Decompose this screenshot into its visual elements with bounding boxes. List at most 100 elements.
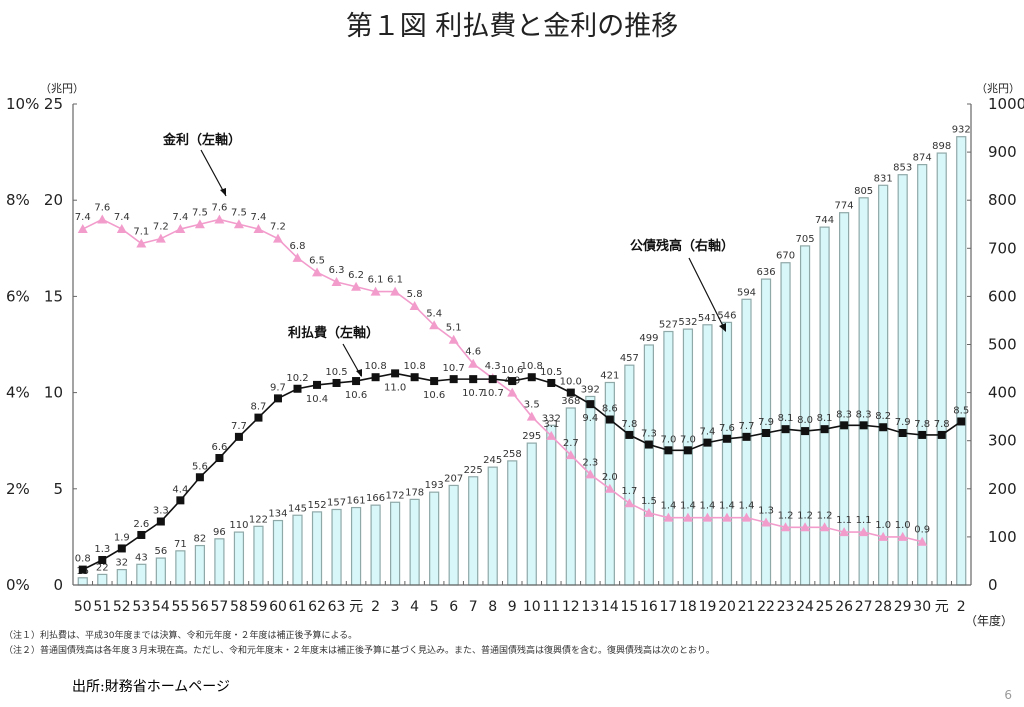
bar-value-label: 245 <box>483 455 502 466</box>
x-tick-label: 9 <box>508 599 517 615</box>
triangle-marker <box>858 527 869 537</box>
triangle-marker <box>136 238 147 248</box>
bar <box>956 136 967 586</box>
interest-rate-label: 7.1 <box>133 226 149 237</box>
triangle-marker <box>370 286 381 296</box>
bar <box>233 531 245 586</box>
square-marker <box>352 377 361 386</box>
interest-payments-label: 8.5 <box>953 405 969 416</box>
line-series-interest-rate: 7.47.67.47.1 7.27.4 7.5 7.6 7.5 7.47.26.86.56… <box>75 202 930 546</box>
square-marker <box>488 375 497 384</box>
bar-value-label: 546 <box>717 310 736 321</box>
bar-value-label: 56 <box>154 546 167 557</box>
interest-rate-label: 6.8 <box>290 241 306 252</box>
interest-rate-label: 1.4 <box>739 501 755 512</box>
annotation-bond-balance: 公債残高（右軸） <box>630 238 734 254</box>
interest-payments-label: 7.6 <box>719 423 735 434</box>
interest-rate-label: 7.2 <box>270 222 286 233</box>
interest-payments-label: 10.6 <box>345 390 367 401</box>
interest-payments-label: 8.3 <box>856 409 872 420</box>
interest-payments-label: 7.3 <box>641 429 657 440</box>
bar <box>331 508 342 586</box>
interest-payments-label: 5.6 <box>192 461 208 472</box>
interest-payments-label: 10.2 <box>286 373 308 384</box>
bar-value-label: 831 <box>874 173 893 184</box>
square-marker <box>605 415 614 424</box>
left-pct-tick-label: 4% <box>6 384 30 402</box>
bar-value-label: 774 <box>835 201 854 212</box>
interest-payments-label: 2.6 <box>133 519 149 530</box>
bar-value-label: 532 <box>678 317 697 328</box>
square-marker <box>918 430 927 439</box>
x-tick-label: 10 <box>523 599 541 615</box>
right-tick-label: 700 <box>988 239 1017 257</box>
bar-value-label: 805 <box>854 186 873 197</box>
square-marker <box>664 446 673 455</box>
x-tick-label: 19 <box>699 599 717 615</box>
right-tick-label: 200 <box>988 480 1017 498</box>
interest-payments-label: 7.7 <box>739 421 755 432</box>
interest-payments-label: 9.4 <box>582 413 598 424</box>
interest-payments-label: 8.3 <box>836 409 852 420</box>
interest-rate-label: 1.3 <box>758 505 774 516</box>
square-marker <box>722 434 731 443</box>
square-marker <box>195 473 204 482</box>
bar <box>175 550 186 586</box>
bar-value-label: 594 <box>737 287 756 298</box>
triangle-marker <box>468 358 479 368</box>
x-tick-label: 22 <box>757 599 775 615</box>
triangle-marker <box>643 507 654 517</box>
x-tick-label: 58 <box>230 599 248 615</box>
interest-payments-label: 10.6 <box>423 390 445 401</box>
x-tick-label: 13 <box>581 599 599 615</box>
square-marker <box>391 369 400 378</box>
square-marker <box>176 496 185 505</box>
x-tick-label: 8 <box>488 599 497 615</box>
bar <box>585 395 596 586</box>
interest-payments-label: 11.0 <box>384 382 406 393</box>
x-tick-label: 50 <box>74 599 92 615</box>
interest-payments-label: 8.0 <box>797 415 813 426</box>
interest-rate-label: 1.1 <box>856 515 872 526</box>
bar <box>702 324 713 586</box>
triangle-marker <box>761 517 772 527</box>
bar-value-label: 161 <box>347 496 366 507</box>
x-tick-label: 30 <box>913 599 931 615</box>
interest-rate-label: 4.6 <box>465 347 481 358</box>
bar-value-label: 541 <box>698 313 717 324</box>
x-tick-label: 2 <box>957 599 966 615</box>
square-marker <box>430 377 439 386</box>
interest-payments-label: 4.4 <box>172 484 188 495</box>
bar-value-label: 157 <box>327 497 346 508</box>
square-marker <box>273 394 282 403</box>
x-tick-label: 54 <box>152 599 170 615</box>
x-tick-label: 18 <box>679 599 697 615</box>
triangle-marker <box>800 522 811 532</box>
right-tick-label: 400 <box>988 384 1017 402</box>
square-marker <box>781 425 790 434</box>
interest-rate-label: 1.0 <box>875 520 891 531</box>
triangle-marker <box>878 531 889 541</box>
left-axis-unit: （兆円） <box>40 82 84 95</box>
right-tick-label: 300 <box>988 432 1017 450</box>
bar-value-label: 110 <box>229 520 248 531</box>
interest-payments-label: 9.7 <box>270 382 286 393</box>
triangle-marker <box>253 224 264 234</box>
left-pct-tick-label: 2% <box>6 480 30 498</box>
square-marker <box>625 430 634 439</box>
interest-rate-label: 7.4 <box>172 212 188 223</box>
interest-rate-label: 1.0 <box>895 520 911 531</box>
bar-value-label: 499 <box>639 333 658 344</box>
triangle-marker <box>97 214 108 224</box>
triangle-marker <box>604 483 615 493</box>
interest-payments-label: 10.5 <box>325 367 347 378</box>
x-tick-label: 60 <box>269 599 287 615</box>
interest-payments-label: 10.8 <box>403 361 425 372</box>
bar-value-label: 670 <box>776 251 795 262</box>
x-tick-label: 20 <box>718 599 736 615</box>
square-marker <box>156 517 165 526</box>
interest-payments-label: 1.3 <box>94 544 110 555</box>
bar <box>507 460 518 586</box>
interest-payments-label: 7.9 <box>895 417 911 428</box>
x-tick-label: 26 <box>835 599 853 615</box>
